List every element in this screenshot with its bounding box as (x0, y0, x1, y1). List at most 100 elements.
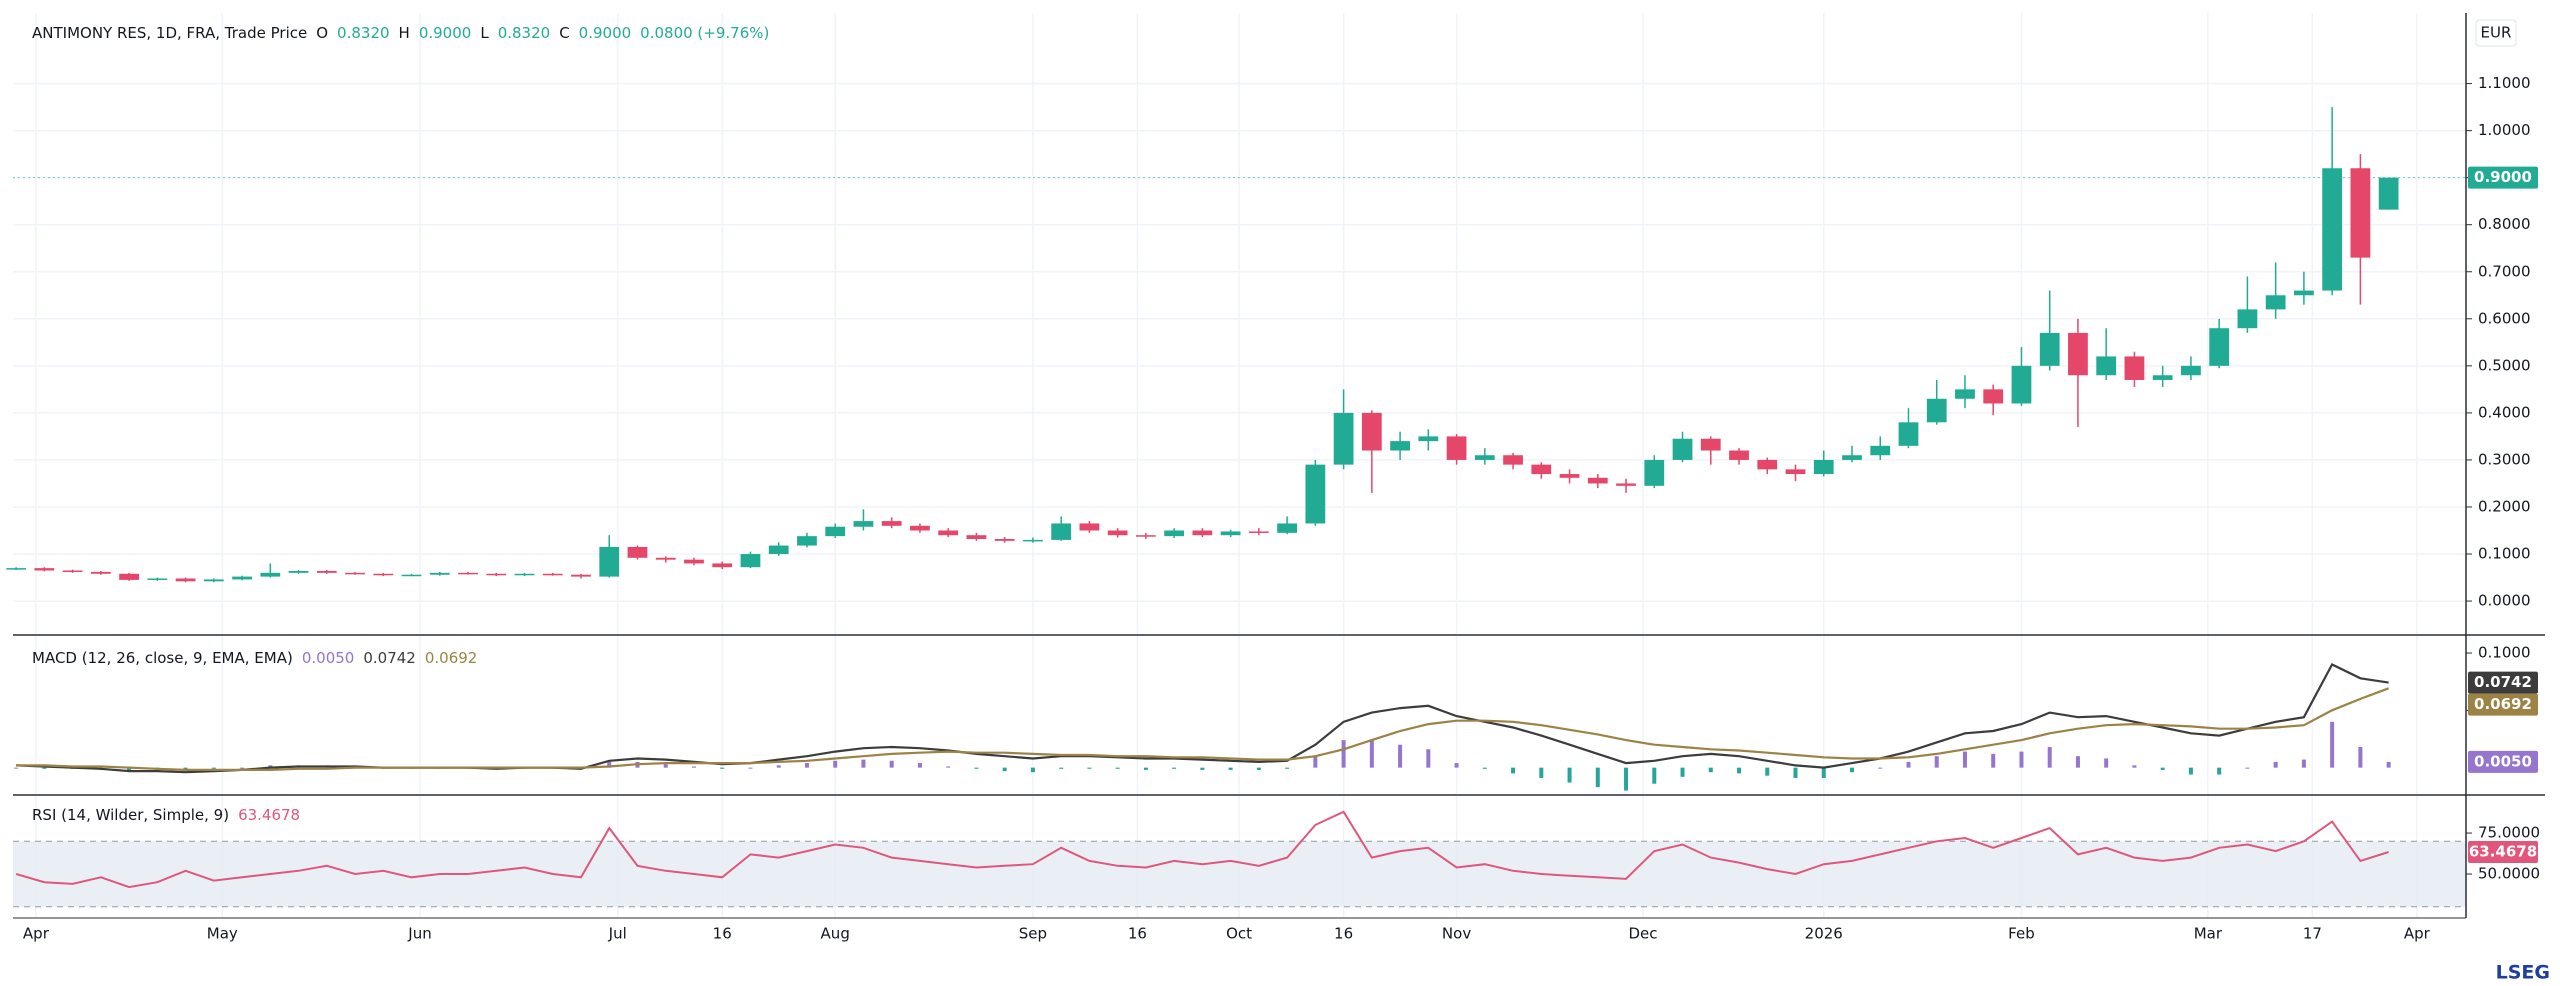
candle-body (2152, 375, 2173, 380)
indicator-value: 63.4678 (238, 806, 300, 824)
histogram-bar (720, 767, 725, 769)
ohlc-label: H (399, 24, 410, 42)
candle-body (1813, 459, 1834, 475)
histogram-bar (1765, 767, 1770, 776)
candle-body (1361, 412, 1382, 451)
y-tick-label: 75.0000 (2478, 824, 2540, 842)
histogram-bar (1906, 761, 1911, 768)
histogram-bar (1172, 767, 1177, 769)
histogram-bar (1680, 767, 1685, 777)
candle-body (1051, 523, 1072, 540)
x-tick-label: Jun (407, 925, 431, 943)
candle-body (2378, 177, 2399, 210)
candle-body (1023, 539, 1043, 542)
histogram-bar (833, 760, 838, 768)
candle-body (1898, 422, 1919, 446)
ohlc-value: 0.8320 (498, 24, 551, 42)
candle-body (1955, 389, 1975, 399)
last-value-box (2468, 693, 2538, 716)
line (15, 810, 2389, 889)
candle-body (542, 573, 563, 576)
ohlc-label: C (559, 24, 569, 42)
candle-body (1672, 438, 1693, 460)
candle-body (147, 578, 168, 580)
x-tick-label: Dec (1628, 925, 1657, 943)
candle-body (2096, 356, 2117, 376)
histogram-bar (1878, 767, 1883, 769)
histogram-bar (211, 767, 216, 769)
histogram-bar (42, 767, 47, 769)
histogram-bar (1143, 767, 1148, 770)
candle-body (1700, 438, 1721, 451)
histogram-bar (1002, 767, 1007, 772)
candle-body (910, 525, 930, 531)
histogram-bar (1934, 756, 1939, 768)
y-tick-label: 50.0000 (2478, 865, 2540, 883)
histogram-bar (1256, 767, 1261, 770)
candle-body (1333, 412, 1354, 465)
histogram-bar (1821, 767, 1826, 778)
currency: EUR (2481, 24, 2512, 42)
histogram-bar (607, 761, 612, 768)
rsi-band (13, 841, 2466, 907)
candle-body (373, 573, 394, 576)
histogram-bar (2019, 751, 2024, 768)
histogram-bar (748, 767, 753, 769)
histogram-bar (1962, 751, 1967, 768)
candle-body (571, 574, 591, 577)
candle-body (2181, 365, 2201, 376)
pane-header: ANTIMONY RES, 1D, FRA, Trade Price O 0.832… (32, 24, 769, 42)
ohlc-value: 0.9000 (419, 24, 472, 42)
x-tick-label: 2026 (1805, 925, 1843, 943)
last-value-box (2468, 166, 2538, 189)
histogram-bar (1454, 763, 1459, 768)
candle-body (1729, 450, 1749, 460)
candle-body (1870, 445, 1891, 456)
histogram-bar (1793, 767, 1798, 778)
histogram-bar (1228, 767, 1233, 770)
candle-body (232, 576, 252, 580)
last-value-label: 0.0692 (2474, 695, 2532, 713)
histogram-bar (1087, 767, 1092, 769)
x-tick-label: Apr (2404, 925, 2431, 943)
candle-body (1248, 531, 1269, 533)
candle-body (655, 557, 676, 560)
candle-body (486, 573, 507, 576)
candle-body (627, 546, 648, 558)
histogram-bar (2301, 759, 2306, 768)
y-tick-label: 0.8000 (2478, 215, 2531, 233)
histogram-bar (861, 759, 866, 768)
candle-body (203, 579, 224, 582)
candle-body (740, 554, 761, 568)
candle-body (966, 535, 987, 539)
histogram-bar (1652, 767, 1657, 784)
y-tick-label: 0.1000 (2478, 644, 2531, 662)
candle-body (429, 572, 450, 575)
candle-body (881, 521, 902, 526)
histogram-bar (1991, 753, 1996, 768)
x-tick-label: 16 (713, 925, 732, 943)
histogram-bar (1030, 767, 1035, 773)
histogram-bar (1059, 767, 1064, 769)
candle-body (1305, 464, 1326, 524)
candle-body (288, 570, 309, 573)
histogram-bar (1511, 767, 1516, 774)
candle-body (712, 563, 733, 568)
candle-body (1418, 436, 1439, 442)
last-value-label: 0.9000 (2474, 168, 2532, 186)
histogram-bar (889, 760, 894, 768)
candle-body (316, 570, 337, 573)
y-tick-label: 0.6000 (2478, 309, 2531, 327)
histogram-bar (1313, 756, 1318, 768)
histogram-bar (1849, 767, 1854, 773)
candle-body (1220, 531, 1241, 536)
last-value-box (2468, 750, 2538, 773)
histogram-bar (1426, 749, 1431, 768)
candle-body (90, 571, 111, 574)
candle-body (401, 574, 422, 577)
histogram-bar (183, 767, 188, 770)
y-tick-label: 0.7000 (2478, 262, 2531, 280)
candle-body (1446, 436, 1467, 460)
candle-body (1616, 483, 1636, 486)
